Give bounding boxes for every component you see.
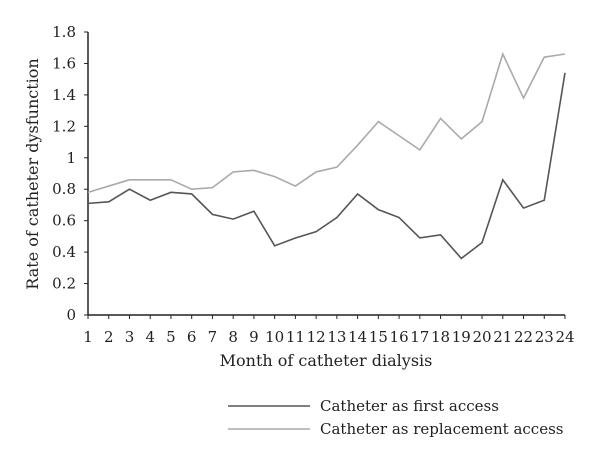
x-axis-label: Month of catheter dialysis (220, 351, 433, 370)
x-tick-label: 22 (514, 328, 533, 346)
x-tick-label: 24 (555, 328, 574, 346)
x-tick-label: 15 (369, 328, 388, 346)
series-line-0 (88, 73, 565, 259)
x-tick-label: 9 (249, 328, 259, 346)
x-tick-label: 4 (145, 328, 155, 346)
x-tick-label: 5 (166, 328, 176, 346)
y-tick-label: 1.8 (52, 23, 76, 41)
y-tick-label: 1.2 (52, 117, 76, 135)
legend-label: Catheter as first access (320, 397, 499, 415)
x-tick-label: 3 (125, 328, 135, 346)
x-tick-label: 8 (228, 328, 238, 346)
y-tick-label: 0.2 (52, 275, 76, 293)
x-tick-label: 18 (431, 328, 450, 346)
x-tick-label: 12 (307, 328, 326, 346)
y-tick-label: 0.6 (52, 212, 76, 230)
x-tick-label: 7 (208, 328, 218, 346)
x-tick-label: 20 (472, 328, 491, 346)
x-tick-label: 13 (327, 328, 346, 346)
y-tick-label: 1.4 (52, 86, 76, 104)
series-line-1 (88, 54, 565, 192)
y-axis-label: Rate of catheter dysfunction (23, 58, 42, 289)
x-tick-label: 16 (390, 328, 409, 346)
y-tick-label: 0.8 (52, 180, 76, 198)
y-tick-label: 1.6 (52, 54, 76, 72)
x-tick-label: 19 (452, 328, 471, 346)
y-tick-label: 0.4 (52, 243, 76, 261)
legend-label: Catheter as replacement access (320, 420, 563, 438)
x-tick-label: 11 (286, 328, 305, 346)
x-tick-label: 1 (83, 328, 93, 346)
x-tick-label: 14 (348, 328, 367, 346)
x-tick-label: 21 (493, 328, 512, 346)
x-tick-label: 23 (535, 328, 554, 346)
x-tick-label: 2 (104, 328, 114, 346)
y-tick-label: 1 (66, 149, 76, 167)
x-tick-label: 17 (410, 328, 429, 346)
y-tick-label: 0 (66, 306, 76, 324)
x-tick-label: 10 (265, 328, 284, 346)
x-tick-label: 6 (187, 328, 197, 346)
